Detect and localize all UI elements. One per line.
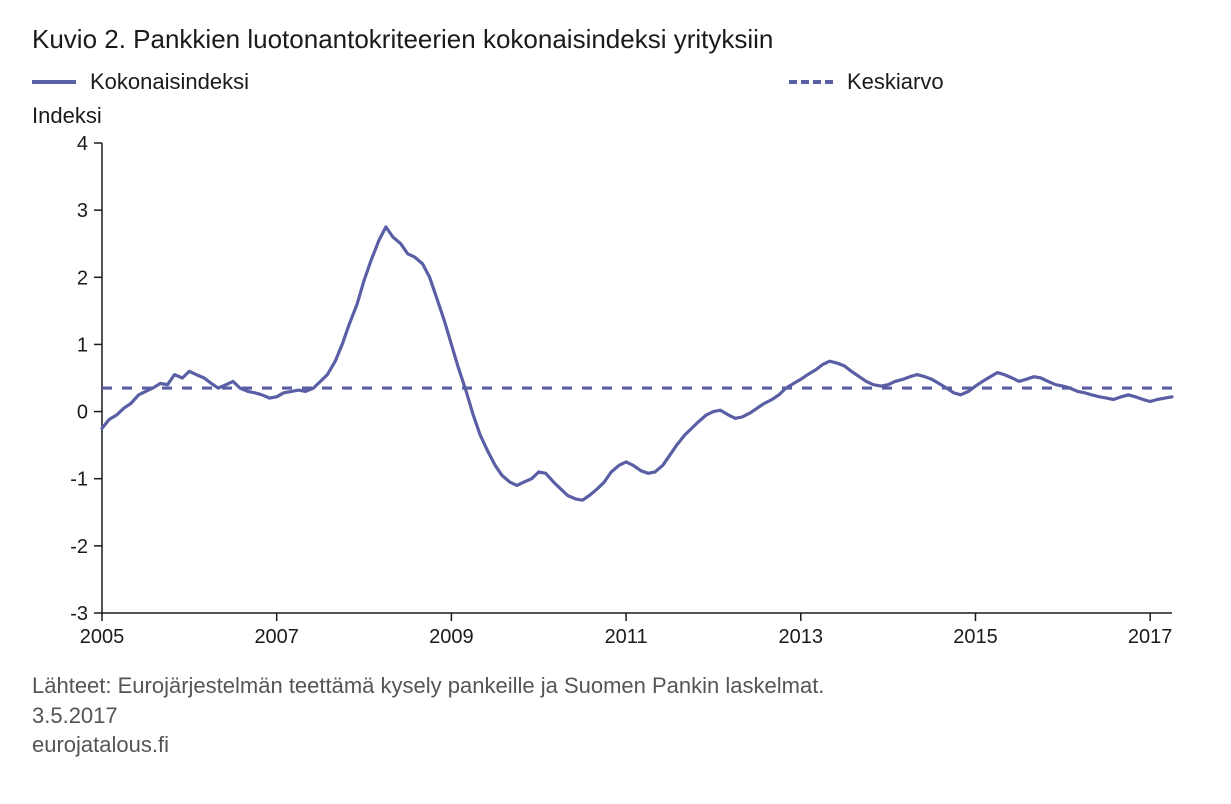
- svg-text:-1: -1: [70, 469, 88, 491]
- chart-svg: -3 -2 -1 0 1 2 3 4 2005 2007 2009 2011 2013 2015 2017: [32, 133, 1192, 653]
- legend-swatch-solid: [32, 80, 76, 84]
- svg-text:2013: 2013: [779, 626, 824, 648]
- svg-text:0: 0: [77, 402, 88, 424]
- svg-text:4: 4: [77, 133, 88, 155]
- svg-text:2009: 2009: [429, 626, 474, 648]
- svg-text:3: 3: [77, 200, 88, 222]
- legend-item-series: Kokonaisindeksi: [32, 69, 249, 95]
- svg-text:2011: 2011: [605, 626, 648, 648]
- legend-label-avg: Keskiarvo: [847, 69, 944, 95]
- svg-text:1: 1: [77, 334, 88, 356]
- svg-text:2: 2: [77, 267, 88, 289]
- footer-sources: Lähteet: Eurojärjestelmän teettämä kysel…: [32, 671, 1199, 701]
- svg-text:2015: 2015: [953, 626, 998, 648]
- legend-item-avg: Keskiarvo: [789, 69, 944, 95]
- legend-swatch-dashed: [789, 80, 833, 84]
- y-axis-label: Indeksi: [32, 103, 1199, 129]
- chart-area: -3 -2 -1 0 1 2 3 4 2005 2007 2009 2011 2013 2015 2017: [32, 133, 1192, 653]
- footer-site: eurojatalous.fi: [32, 730, 1199, 760]
- svg-text:2007: 2007: [254, 626, 299, 648]
- chart-footer: Lähteet: Eurojärjestelmän teettämä kysel…: [32, 671, 1199, 760]
- chart-title: Kuvio 2. Pankkien luotonantokriteerien k…: [32, 24, 1199, 55]
- legend-label-series: Kokonaisindeksi: [90, 69, 249, 95]
- svg-text:-3: -3: [70, 603, 88, 625]
- footer-date: 3.5.2017: [32, 701, 1199, 731]
- svg-text:2005: 2005: [80, 626, 125, 648]
- svg-text:-2: -2: [70, 536, 88, 558]
- svg-text:2017: 2017: [1128, 626, 1173, 648]
- legend: Kokonaisindeksi Keskiarvo: [32, 69, 1199, 95]
